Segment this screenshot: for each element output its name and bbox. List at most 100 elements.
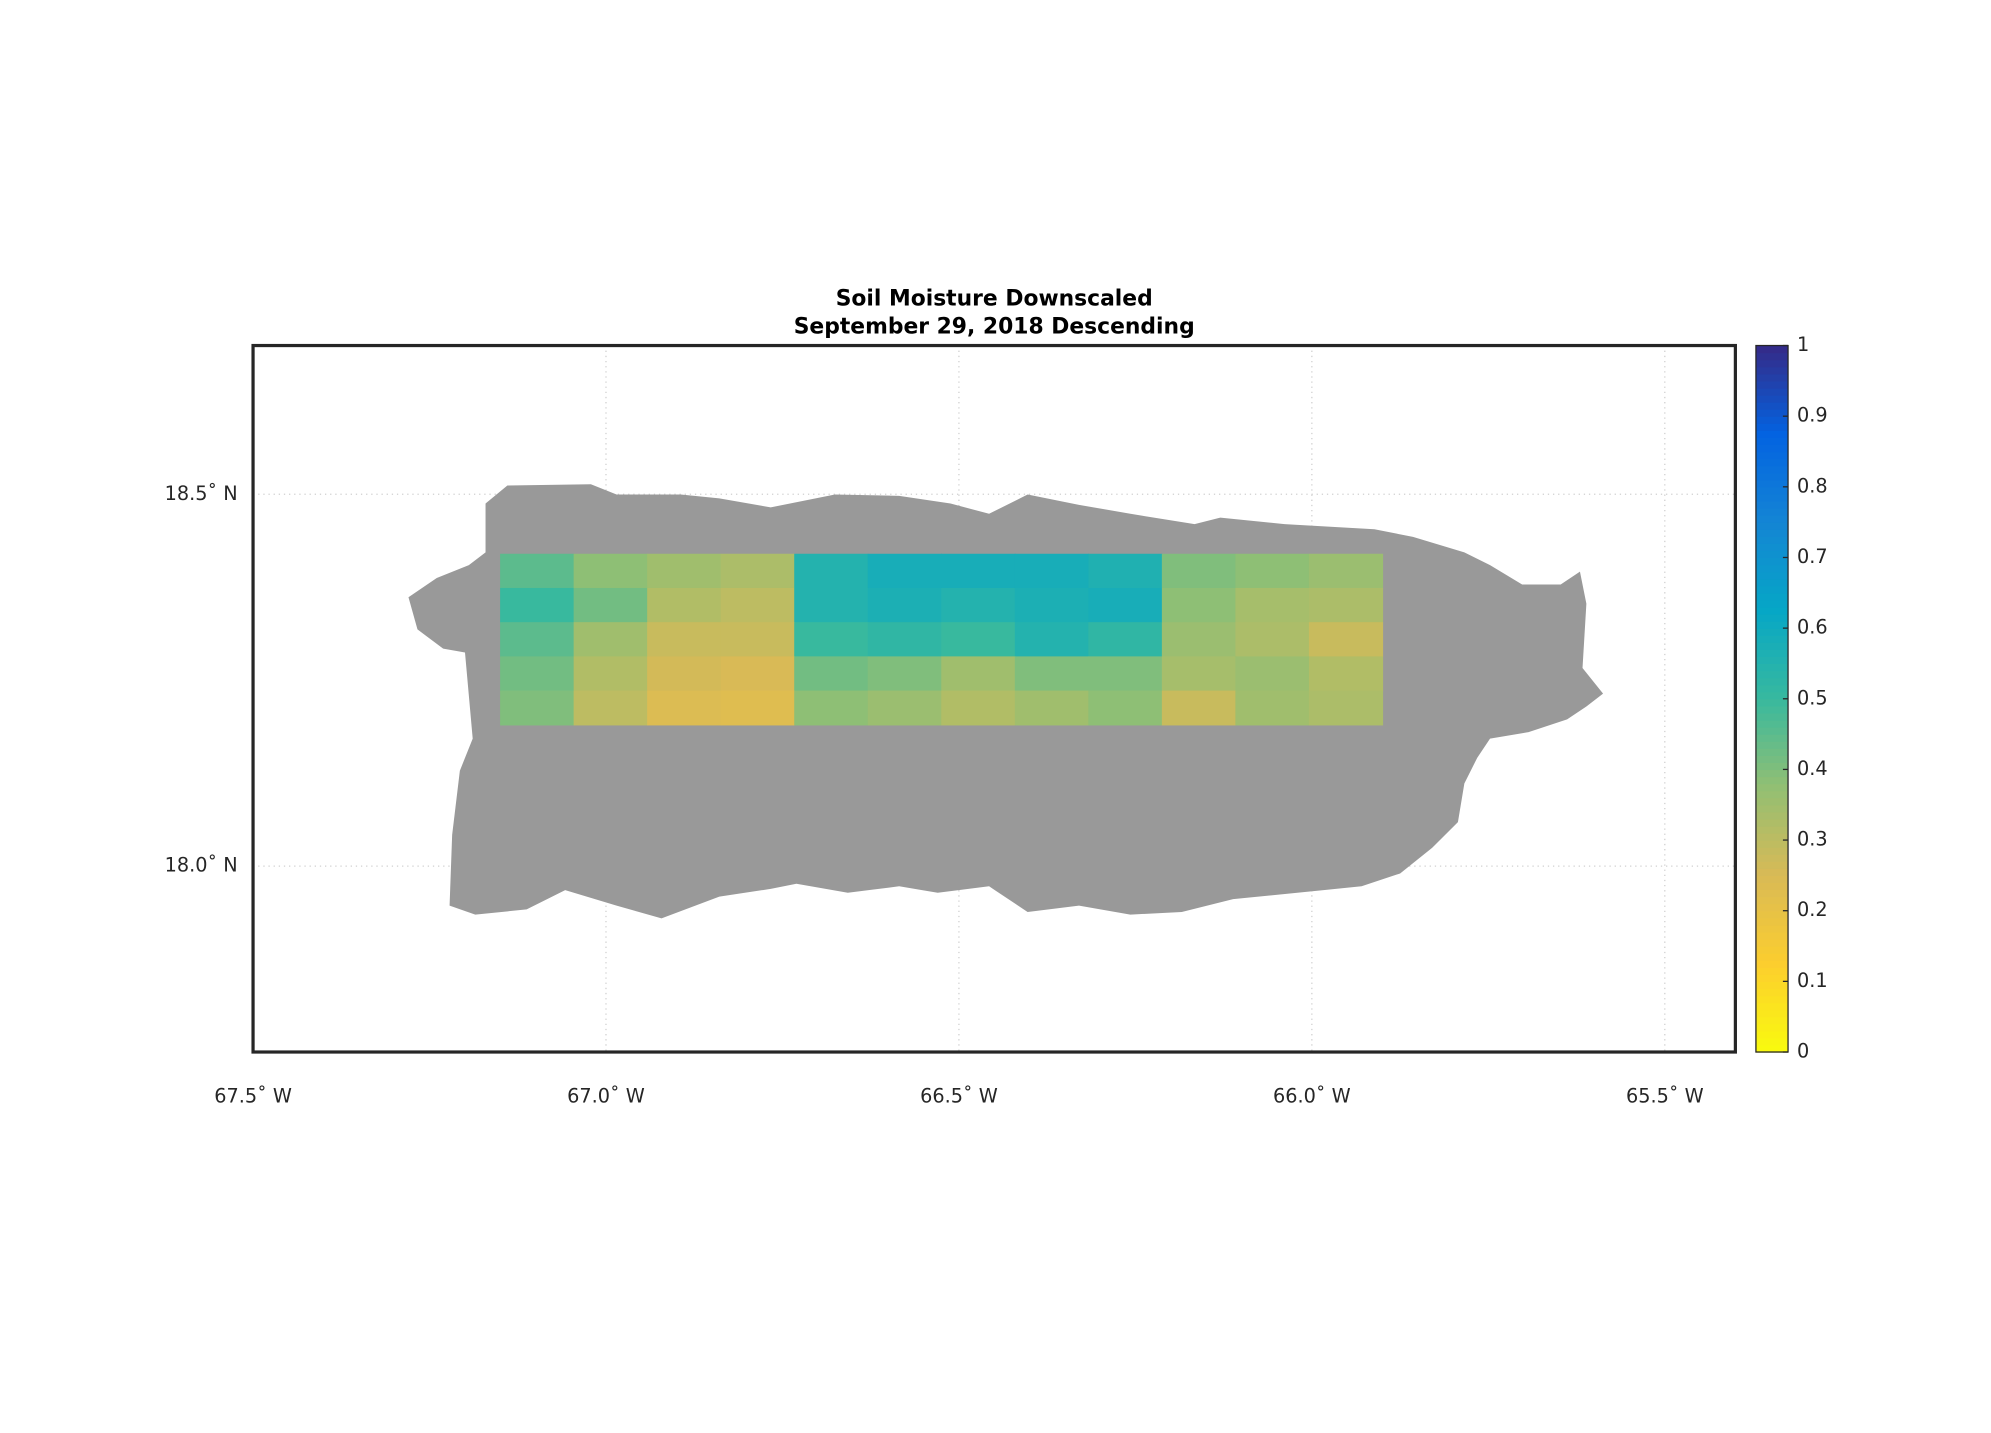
soil-moisture-cell	[647, 587, 722, 623]
colorbar-tick-label: 0	[1797, 1040, 1809, 1063]
colorbar-tick-label: 0.3	[1797, 828, 1828, 851]
soil-moisture-cell	[500, 553, 575, 589]
soil-moisture-cell	[647, 656, 722, 692]
soil-moisture-cell	[1235, 587, 1310, 623]
colorbar-swatch	[1755, 882, 1789, 891]
colorbar-swatch	[1755, 762, 1789, 771]
x-tick-label: 67.0˚ W	[567, 1084, 645, 1107]
colorbar-swatch	[1755, 352, 1789, 361]
colorbar-tick-label: 0.8	[1797, 474, 1828, 497]
colorbar-swatch	[1755, 1037, 1789, 1046]
soil-moisture-cell	[1088, 587, 1163, 623]
colorbar-swatch	[1755, 684, 1789, 693]
colorbar-swatch	[1755, 571, 1789, 580]
soil-moisture-cell	[1308, 553, 1384, 589]
colorbar-swatch	[1755, 1002, 1789, 1011]
soil-moisture-cell	[720, 656, 795, 692]
soil-moisture-cell	[794, 587, 869, 623]
title-line: September 29, 2018 Descending	[794, 315, 1195, 340]
x-tick-label: 67.5˚ W	[214, 1084, 292, 1107]
soil-moisture-cell	[1235, 553, 1310, 589]
soil-moisture-cell	[1161, 553, 1237, 589]
colorbar-swatch	[1755, 437, 1789, 446]
soil-moisture-cell	[1308, 656, 1384, 692]
colorbar-swatch	[1755, 953, 1789, 961]
y-tick-label: 18.0˚ N	[165, 854, 238, 877]
colorbar-swatch	[1755, 359, 1789, 368]
y-tick-label: 18.5˚ N	[165, 482, 238, 505]
colorbar-swatch	[1755, 578, 1789, 587]
soil-moisture-cell	[1161, 587, 1237, 623]
soil-moisture-cell	[1308, 690, 1384, 726]
colorbar-swatch	[1755, 840, 1789, 848]
soil-moisture-cell	[573, 690, 648, 726]
colorbar-swatch	[1755, 564, 1789, 573]
colorbar-swatch	[1755, 818, 1789, 827]
colorbar-swatch	[1755, 430, 1789, 439]
colorbar-swatch	[1755, 811, 1789, 820]
colorbar-swatch	[1755, 981, 1789, 990]
colorbar-swatch	[1755, 727, 1789, 735]
colorbar-swatch	[1755, 423, 1789, 431]
soil-moisture-cell	[500, 656, 575, 692]
colorbar-swatch	[1755, 910, 1789, 919]
colorbar-swatch	[1755, 458, 1789, 467]
soil-moisture-cell	[720, 622, 795, 658]
colorbar-swatch	[1755, 790, 1789, 799]
soil-moisture-cell	[867, 622, 942, 658]
soil-moisture-cell	[1014, 690, 1089, 726]
colorbar-swatch	[1755, 635, 1789, 643]
colorbar-swatch	[1755, 924, 1789, 933]
colorbar-swatch	[1755, 550, 1789, 559]
x-tick-label: 66.0˚ W	[1273, 1084, 1351, 1107]
soil-moisture-cell	[647, 690, 722, 726]
colorbar-swatch	[1755, 967, 1789, 975]
soil-moisture-cell	[1014, 587, 1089, 623]
colorbar-swatch	[1755, 797, 1789, 806]
soil-moisture-cell	[1235, 690, 1310, 726]
colorbar-swatch	[1755, 776, 1789, 785]
title-line: Soil Moisture Downscaled	[836, 286, 1153, 311]
colorbar-swatch	[1755, 592, 1789, 601]
soil-moisture-cell	[794, 553, 869, 589]
soil-moisture-cell	[1235, 656, 1310, 692]
colorbar-swatch	[1755, 649, 1789, 658]
colorbar-swatch	[1755, 988, 1789, 997]
colorbar-swatch	[1755, 712, 1789, 721]
colorbar-swatch	[1755, 387, 1789, 396]
colorbar-swatch	[1755, 825, 1789, 834]
soil-moisture-cell	[647, 553, 722, 589]
colorbar-tick-label: 0.1	[1797, 969, 1828, 992]
soil-moisture-cell	[1161, 622, 1237, 658]
colorbar-swatch	[1755, 663, 1789, 672]
soil-moisture-cell	[573, 553, 648, 589]
colorbar-swatch	[1755, 621, 1789, 629]
soil-moisture-cell	[720, 690, 795, 726]
colorbar-swatch	[1755, 628, 1789, 636]
colorbar-swatch	[1755, 868, 1789, 877]
colorbar-swatch	[1755, 748, 1789, 756]
colorbar-swatch	[1755, 847, 1789, 855]
colorbar-swatch	[1755, 1023, 1789, 1032]
colorbar-swatch	[1755, 465, 1789, 474]
colorbar-swatch	[1755, 536, 1789, 544]
soil-moisture-cell	[794, 690, 869, 726]
colorbar-tick-label: 1	[1797, 333, 1809, 356]
colorbar-swatch	[1755, 543, 1789, 552]
colorbar-swatch	[1755, 889, 1789, 898]
soil-moisture-cell	[1235, 622, 1310, 658]
colorbar-swatch	[1755, 642, 1789, 650]
colorbar-swatch	[1755, 394, 1789, 403]
colorbar-swatch	[1755, 380, 1789, 389]
soil-moisture-cell	[1014, 622, 1089, 658]
soil-moisture-cell	[867, 553, 942, 589]
colorbar-swatch	[1755, 946, 1789, 954]
soil-moisture-cell	[1161, 690, 1237, 726]
colorbar-swatch	[1755, 493, 1789, 502]
soil-moisture-cell	[573, 622, 648, 658]
colorbar-swatch	[1755, 734, 1789, 742]
soil-moisture-cell	[720, 587, 795, 623]
soil-moisture-cell	[573, 656, 648, 692]
soil-moisture-cell	[1014, 656, 1089, 692]
